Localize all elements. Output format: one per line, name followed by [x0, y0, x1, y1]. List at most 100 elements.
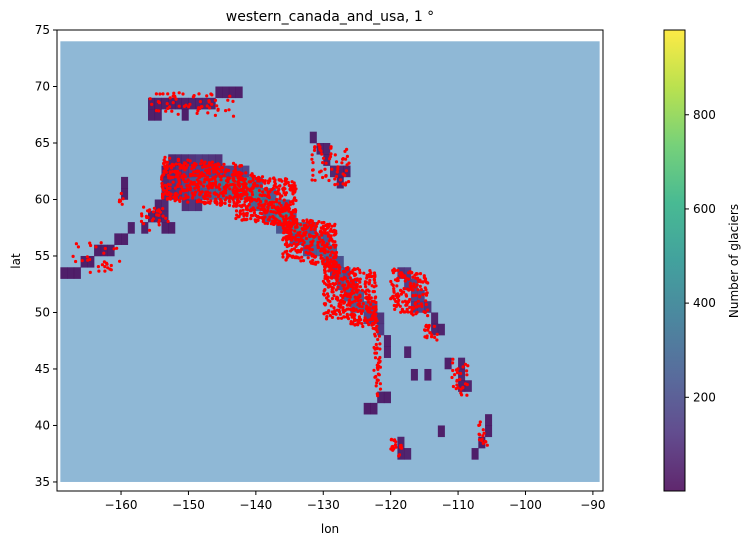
glacier-point: [351, 281, 355, 285]
glacier-point: [334, 312, 338, 316]
glacier-point: [163, 165, 167, 169]
glacier-point: [160, 184, 165, 188]
glacier-point: [165, 197, 169, 201]
glacier-point: [272, 204, 276, 208]
glacier-point: [219, 191, 223, 195]
glacier-point: [323, 262, 327, 266]
glacier-point: [103, 265, 107, 269]
glacier-point: [74, 242, 78, 246]
y-tick-label: 65: [35, 136, 50, 150]
glacier-point: [311, 253, 315, 257]
glacier-point: [342, 288, 347, 292]
glacier-point: [204, 169, 208, 173]
glacier-point: [245, 214, 249, 218]
glacier-point: [451, 368, 455, 373]
glacier-point: [325, 257, 330, 261]
glacier-point: [455, 371, 460, 375]
x-tick-label: −150: [172, 498, 205, 512]
glacier-point: [460, 393, 464, 397]
colorbar-tick-label: 800: [693, 108, 716, 122]
glacier-point: [350, 300, 354, 304]
glacier-point: [424, 302, 428, 307]
glacier-point: [285, 241, 289, 245]
glacier-point: [319, 226, 323, 230]
glacier-point: [195, 111, 199, 115]
glacier-point: [171, 94, 175, 98]
glacier-point: [304, 236, 308, 241]
glacier-point: [290, 216, 294, 220]
glacier-point: [202, 180, 206, 184]
glacier-point: [290, 255, 295, 259]
glacier-point: [186, 158, 190, 162]
glacier-point: [146, 215, 150, 220]
glacier-point: [241, 182, 245, 186]
glacier-point: [399, 288, 403, 292]
glacier-point: [234, 216, 238, 221]
glacier-point: [178, 171, 182, 175]
glacier-point: [463, 362, 468, 366]
glacier-point: [214, 184, 218, 188]
glacier-point: [323, 250, 327, 254]
glacier-point: [269, 188, 274, 192]
glacier-point: [313, 255, 317, 259]
glacier-point: [170, 109, 174, 113]
glacier-point: [227, 199, 231, 203]
glacier-point: [109, 268, 113, 272]
glacier-point: [392, 438, 396, 442]
glacier-point: [310, 243, 314, 247]
glacier-point: [71, 254, 75, 258]
glacier-point: [477, 432, 481, 436]
glacier-point: [478, 420, 482, 424]
glacier-point: [163, 155, 167, 159]
glacier-point: [333, 309, 337, 313]
glacier-point: [404, 276, 408, 280]
glacier-point: [465, 383, 469, 387]
glacier-point: [120, 202, 124, 206]
glacier-point: [364, 285, 368, 289]
glacier-point: [100, 263, 104, 267]
glacier-point: [334, 274, 338, 279]
glacier-point: [328, 284, 332, 288]
glacier-point: [281, 226, 285, 230]
grid-cell: [377, 312, 385, 325]
glacier-point: [299, 248, 303, 252]
glacier-point: [330, 276, 334, 280]
glacier-point: [372, 368, 376, 372]
glacier-point: [152, 206, 156, 210]
glacier-point: [292, 247, 296, 251]
glacier-point: [207, 100, 211, 104]
glacier-point: [327, 178, 331, 183]
glacier-point: [94, 245, 98, 249]
glacier-point: [211, 184, 215, 188]
grid-cell: [80, 255, 88, 268]
glacier-point: [333, 177, 337, 181]
glacier-point: [314, 262, 318, 266]
glacier-point: [112, 247, 116, 251]
glacier-point: [330, 288, 334, 292]
glacier-point: [373, 296, 377, 300]
grid-cell: [161, 210, 169, 223]
glacier-point: [201, 165, 205, 169]
glacier-point: [391, 283, 395, 288]
glacier-point: [330, 310, 334, 314]
glacier-point: [313, 178, 317, 182]
glacier-point: [334, 160, 339, 164]
grid-cell: [168, 97, 176, 110]
glacier-point: [269, 200, 273, 204]
glacier-point: [349, 271, 353, 275]
glacier-point: [328, 313, 332, 318]
glacier-point: [297, 233, 301, 237]
glacier-point: [278, 222, 282, 226]
glacier-point: [187, 105, 191, 109]
glacier-point: [304, 223, 308, 227]
glacier-point: [174, 162, 178, 166]
grid-cell: [383, 391, 391, 404]
glacier-point: [168, 156, 172, 160]
grid-cell: [94, 244, 102, 257]
glacier-point: [345, 312, 349, 316]
plot-area: [60, 41, 600, 482]
glacier-point: [223, 201, 227, 205]
x-axis-ticks: −160 −150 −140 −130 −120 −110 −100 −90: [105, 491, 606, 512]
glacier-point: [274, 200, 278, 204]
glacier-point: [76, 245, 80, 249]
